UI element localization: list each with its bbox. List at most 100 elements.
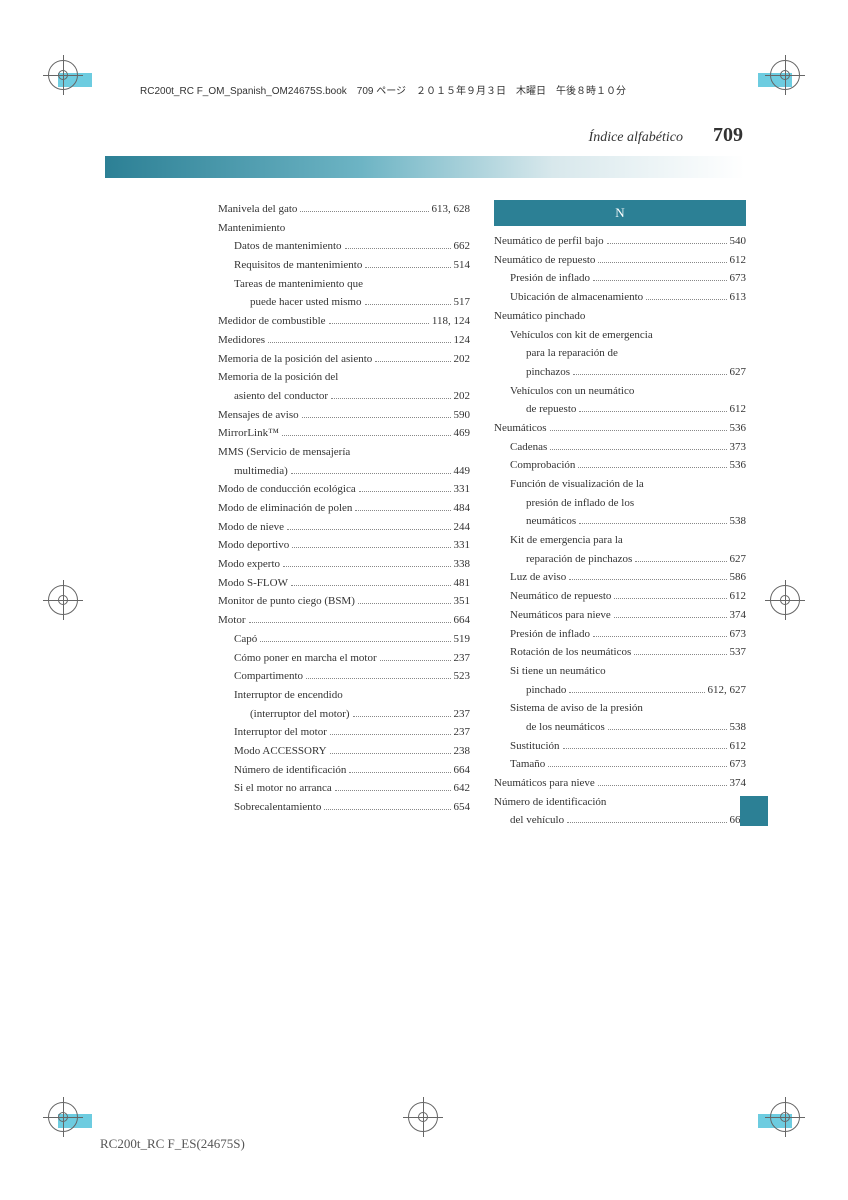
index-entry: reparación de pinchazos627 <box>494 550 746 569</box>
entry-label: Presión de inflado <box>510 269 590 288</box>
index-entry: Medidores124 <box>218 331 470 350</box>
entry-label: de repuesto <box>526 400 576 419</box>
entry-page: 469 <box>454 424 471 443</box>
entry-label: Neumático pinchado <box>494 307 585 326</box>
entry-page: 627 <box>730 550 747 569</box>
index-entry: presión de inflado de los <box>494 494 746 513</box>
entry-label: asiento del conductor <box>234 387 328 406</box>
entry-label: Neumático de repuesto <box>494 251 595 270</box>
registration-target-icon <box>770 585 800 615</box>
entry-label: Luz de aviso <box>510 568 566 587</box>
entry-label: Si tiene un neumático <box>510 662 606 681</box>
entry-label: Motor <box>218 611 246 630</box>
entry-label: Modo de nieve <box>218 518 284 537</box>
index-entry: pinchado612, 627 <box>494 681 746 700</box>
entry-leader-dots <box>614 617 727 618</box>
index-entry: Modo experto338 <box>218 555 470 574</box>
entry-page: 244 <box>454 518 471 537</box>
entry-leader-dots <box>569 579 726 580</box>
header-gradient-band <box>105 156 745 178</box>
entry-label: pinchazos <box>526 363 570 382</box>
entry-page: 374 <box>730 606 747 625</box>
index-entry: Modo de eliminación de polen 484 <box>218 499 470 518</box>
entry-leader-dots <box>335 790 451 791</box>
index-entry: Mantenimiento <box>218 219 470 238</box>
entry-leader-dots <box>330 753 451 754</box>
index-entry: Datos de mantenimiento 662 <box>218 237 470 256</box>
entry-label: Sustitución <box>510 737 560 756</box>
index-entry: Sistema de aviso de la presión <box>494 699 746 718</box>
entry-page: 613 <box>730 288 747 307</box>
registration-target-icon <box>48 1102 78 1132</box>
index-entry: Sustitución 612 <box>494 737 746 756</box>
entry-label: Tareas de mantenimiento que <box>234 275 363 294</box>
entry-leader-dots <box>249 622 451 623</box>
entry-page: 237 <box>454 723 471 742</box>
registration-target-icon <box>770 1102 800 1132</box>
entry-page: 484 <box>454 499 471 518</box>
entry-label: Interruptor del motor <box>234 723 327 742</box>
entry-page: 202 <box>454 387 471 406</box>
registration-target-icon <box>408 1102 438 1132</box>
index-entry: Si tiene un neumático <box>494 662 746 681</box>
entry-page: 338 <box>454 555 471 574</box>
entry-label: Datos de mantenimiento <box>234 237 342 256</box>
entry-leader-dots <box>569 692 704 693</box>
entry-leader-dots <box>349 772 450 773</box>
entry-page: 612 <box>730 400 747 419</box>
entry-leader-dots <box>598 785 727 786</box>
index-content: Manivela del gato613, 628MantenimientoDa… <box>218 200 748 830</box>
entry-leader-dots <box>324 809 450 810</box>
index-entry: de los neumáticos538 <box>494 718 746 737</box>
entry-leader-dots <box>608 729 727 730</box>
index-entry: puede hacer usted mismo517 <box>218 293 470 312</box>
index-entry: Presión de inflado673 <box>494 625 746 644</box>
entry-label: Comprobación <box>510 456 575 475</box>
entry-page: 124 <box>454 331 471 350</box>
entry-leader-dots <box>355 510 450 511</box>
entry-label: Requisitos de mantenimiento <box>234 256 362 275</box>
registration-target-icon <box>770 60 800 90</box>
entry-label: multimedia) <box>234 462 288 481</box>
index-entry: Mensajes de aviso590 <box>218 406 470 425</box>
entry-leader-dots <box>282 435 451 436</box>
entry-label: Kit de emergencia para la <box>510 531 623 550</box>
section-letter-header: N <box>494 200 746 226</box>
entry-leader-dots <box>593 636 726 637</box>
index-entry: Manivela del gato613, 628 <box>218 200 470 219</box>
entry-leader-dots <box>380 660 451 661</box>
entry-page: 662 <box>454 237 471 256</box>
side-tab-marker <box>740 796 768 826</box>
entry-leader-dots <box>260 641 450 642</box>
index-entry: Número de identificación <box>494 793 746 812</box>
index-entry: Neumáticos536 <box>494 419 746 438</box>
entry-page: 612 <box>730 737 747 756</box>
entry-label: Mantenimiento <box>218 219 285 238</box>
index-entry: del vehículo663 <box>494 811 746 830</box>
entry-label: Modo de eliminación de polen <box>218 499 352 518</box>
index-entry: Modo deportivo331 <box>218 536 470 555</box>
entry-page: 642 <box>454 779 471 798</box>
registration-target-icon <box>48 585 78 615</box>
entry-page: 351 <box>454 592 471 611</box>
index-entry: neumáticos538 <box>494 512 746 531</box>
section-title: Índice alfabético <box>589 130 683 146</box>
entry-leader-dots <box>567 822 726 823</box>
entry-page: 536 <box>730 456 747 475</box>
index-entry: Cadenas373 <box>494 438 746 457</box>
entry-label: presión de inflado de los <box>526 494 634 513</box>
entry-label: Modo ACCESSORY <box>234 742 327 761</box>
entry-page: 673 <box>730 269 747 288</box>
index-entry: Modo ACCESSORY238 <box>218 742 470 761</box>
entry-page: 519 <box>454 630 471 649</box>
entry-label: Medidor de combustible <box>218 312 326 331</box>
entry-leader-dots <box>330 734 451 735</box>
index-entry: MirrorLink™469 <box>218 424 470 443</box>
entry-page: 374 <box>730 774 747 793</box>
entry-label: Número de identificación <box>494 793 606 812</box>
entry-leader-dots <box>358 603 451 604</box>
footer-doc-id: RC200t_RC F_ES(24675S) <box>100 1136 245 1152</box>
entry-label: Interruptor de encendido <box>234 686 343 705</box>
index-entry: Tareas de mantenimiento que <box>218 275 470 294</box>
index-entry: Vehículos con kit de emergencia <box>494 326 746 345</box>
